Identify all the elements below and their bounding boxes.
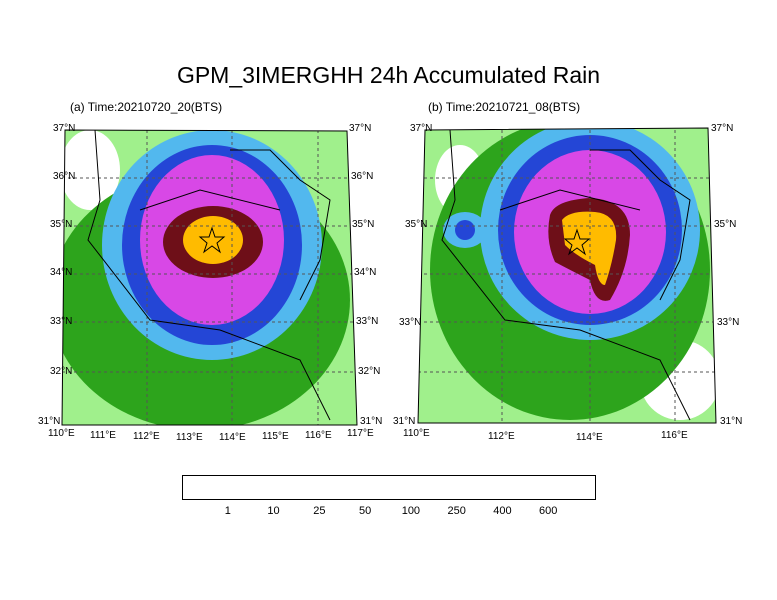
lon-label: 114°E: [576, 432, 603, 443]
lon-label: 110°E: [403, 428, 430, 439]
colorbar-level-label: 400: [493, 505, 512, 517]
panel-a-title: (a) Time:20210720_20(BTS): [70, 100, 223, 114]
lat-label: 35°N: [714, 219, 737, 230]
lon-label: 113°E: [176, 432, 203, 443]
lat-label: 35°N: [50, 219, 73, 230]
lat-label: 33°N: [717, 317, 740, 328]
panel-b-map: [418, 128, 716, 423]
colorbar: [182, 475, 596, 500]
lat-label: 34°N: [50, 267, 73, 278]
lat-label: 37°N: [53, 123, 76, 134]
lat-label: 35°N: [352, 219, 375, 230]
panel-b-title: (b) Time:20210721_08(BTS): [428, 100, 581, 114]
lat-label: 31°N: [38, 416, 61, 427]
lat-label: 37°N: [349, 123, 372, 134]
lat-label: 33°N: [50, 316, 73, 327]
lon-label: 110°E: [48, 428, 75, 439]
lat-label: 36°N: [53, 171, 76, 182]
lat-label: 31°N: [393, 416, 416, 427]
star-marker: [198, 226, 226, 254]
lat-label: 37°N: [711, 123, 734, 134]
lon-label: 112°E: [133, 431, 160, 442]
lon-label: 112°E: [488, 431, 515, 442]
lat-label: 34°N: [354, 267, 377, 278]
figure-title: GPM_3IMERGHH 24h Accumulated Rain: [176, 62, 601, 88]
lon-label: 115°E: [262, 431, 289, 442]
lon-label: 116°E: [661, 430, 688, 441]
colorbar-level-label: 50: [358, 505, 372, 517]
lat-label: 31°N: [720, 416, 743, 427]
star-marker: [563, 228, 591, 256]
lat-label: 37°N: [410, 123, 433, 134]
lat-label: 33°N: [356, 316, 379, 327]
lat-label: 31°N: [360, 416, 383, 427]
lat-label: 36°N: [351, 171, 374, 182]
colorbar-level-label: 600: [539, 505, 558, 517]
colorbar-level-label: 10: [267, 505, 280, 517]
lon-label: 114°E: [219, 432, 246, 443]
colorbar-level-label: 250: [447, 505, 466, 517]
colorbar-level-label: 1: [224, 505, 231, 517]
lon-label: 117°E: [347, 428, 374, 439]
lat-label: 32°N: [50, 366, 73, 377]
lon-label: 116°E: [305, 430, 332, 441]
lat-label: 35°N: [405, 219, 428, 230]
lon-label: 111°E: [90, 430, 116, 441]
lat-label: 33°N: [399, 317, 422, 328]
lat-label: 32°N: [358, 366, 381, 377]
panel-a-map: [62, 130, 357, 425]
colorbar-level-label: 25: [313, 505, 326, 517]
colorbar-level-label: 100: [401, 505, 421, 517]
